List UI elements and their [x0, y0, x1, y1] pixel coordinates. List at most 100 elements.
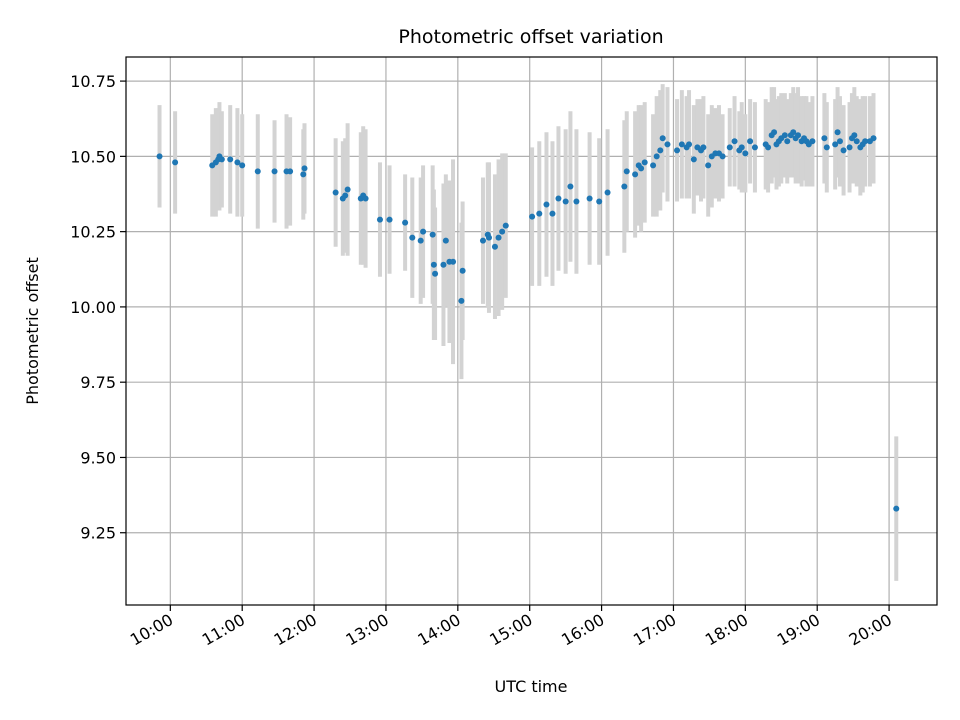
data-point	[674, 147, 681, 154]
plot-frame	[125, 56, 938, 606]
data-point	[499, 228, 506, 235]
y-tick-label: 10.75	[70, 72, 116, 91]
data-point	[751, 144, 758, 151]
data-point	[771, 129, 778, 136]
data-point	[650, 162, 657, 169]
data-point	[809, 138, 816, 145]
data-point	[738, 144, 745, 151]
data-point	[664, 141, 671, 148]
data-point	[529, 213, 536, 220]
data-point	[690, 156, 697, 163]
data-point	[700, 144, 707, 151]
data-point	[621, 183, 628, 190]
data-point	[795, 132, 802, 139]
data-point	[840, 147, 847, 154]
data-point	[555, 195, 562, 202]
data-point	[742, 150, 749, 157]
data-point	[641, 159, 648, 166]
data-point	[332, 189, 339, 196]
data-point	[638, 165, 645, 172]
data-point	[623, 168, 630, 175]
data-point	[287, 168, 294, 175]
data-point	[851, 132, 858, 139]
data-point	[823, 144, 830, 151]
y-tick-label: 10.00	[70, 298, 116, 317]
data-point	[567, 183, 574, 190]
chart-title: Photometric offset variation	[398, 26, 663, 48]
y-tick-label: 10.50	[70, 147, 116, 166]
data-point	[440, 261, 447, 268]
y-tick-label: 9.50	[80, 448, 116, 467]
data-point	[846, 144, 853, 151]
data-point	[491, 243, 498, 250]
data-point	[362, 195, 369, 202]
data-point	[853, 138, 860, 145]
data-point	[836, 138, 843, 145]
data-point	[300, 171, 307, 178]
data-point	[479, 237, 486, 244]
data-point	[271, 168, 278, 175]
data-point	[719, 153, 726, 160]
data-point	[562, 198, 569, 205]
y-axis-ticks: 9.25 9.50 9.75 10.00 10.25 10.50 10.75	[70, 72, 126, 543]
data-point	[705, 162, 712, 169]
data-point	[657, 147, 664, 154]
data-point	[172, 159, 179, 166]
data-point	[239, 162, 246, 169]
data-points	[156, 129, 900, 512]
data-point	[573, 198, 580, 205]
data-point	[834, 129, 841, 136]
data-point	[686, 141, 693, 148]
data-point	[458, 297, 465, 304]
data-point	[596, 198, 603, 205]
data-point	[301, 165, 308, 172]
data-point	[821, 135, 828, 142]
data-point	[344, 186, 351, 193]
data-point	[549, 210, 556, 217]
data-point	[784, 138, 791, 145]
x-axis-label: UTC time	[495, 677, 568, 696]
data-point	[442, 237, 449, 244]
y-tick-label: 9.75	[80, 373, 116, 392]
data-point	[731, 138, 738, 145]
data-point	[536, 210, 543, 217]
data-point	[659, 135, 666, 142]
data-point	[586, 195, 593, 202]
data-point	[402, 219, 409, 226]
data-point	[790, 129, 797, 136]
y-axis-label: Photometric offset	[23, 257, 42, 405]
data-point	[678, 141, 685, 148]
data-point	[495, 234, 502, 241]
data-point	[502, 222, 509, 229]
data-point	[420, 228, 427, 235]
data-point	[543, 201, 550, 208]
data-point	[485, 234, 492, 241]
data-point	[417, 237, 424, 244]
data-point	[726, 144, 733, 151]
data-point	[218, 156, 225, 163]
data-point	[430, 261, 437, 268]
data-point	[227, 156, 234, 163]
data-point	[765, 144, 772, 151]
data-point	[432, 270, 439, 277]
data-point	[376, 216, 383, 223]
data-point	[342, 192, 349, 199]
data-point	[832, 141, 839, 148]
data-point	[781, 132, 788, 139]
data-point	[862, 138, 869, 145]
data-point	[156, 153, 163, 160]
data-point	[234, 159, 241, 166]
data-point	[870, 135, 877, 142]
data-point	[459, 267, 466, 274]
y-tick-label: 10.25	[70, 223, 116, 242]
data-point	[893, 505, 900, 512]
data-point	[747, 138, 754, 145]
data-point	[450, 258, 457, 265]
data-point	[409, 234, 416, 241]
y-tick-label: 9.25	[80, 524, 116, 543]
data-point	[254, 168, 261, 175]
data-point	[632, 171, 639, 178]
data-point	[429, 231, 436, 238]
